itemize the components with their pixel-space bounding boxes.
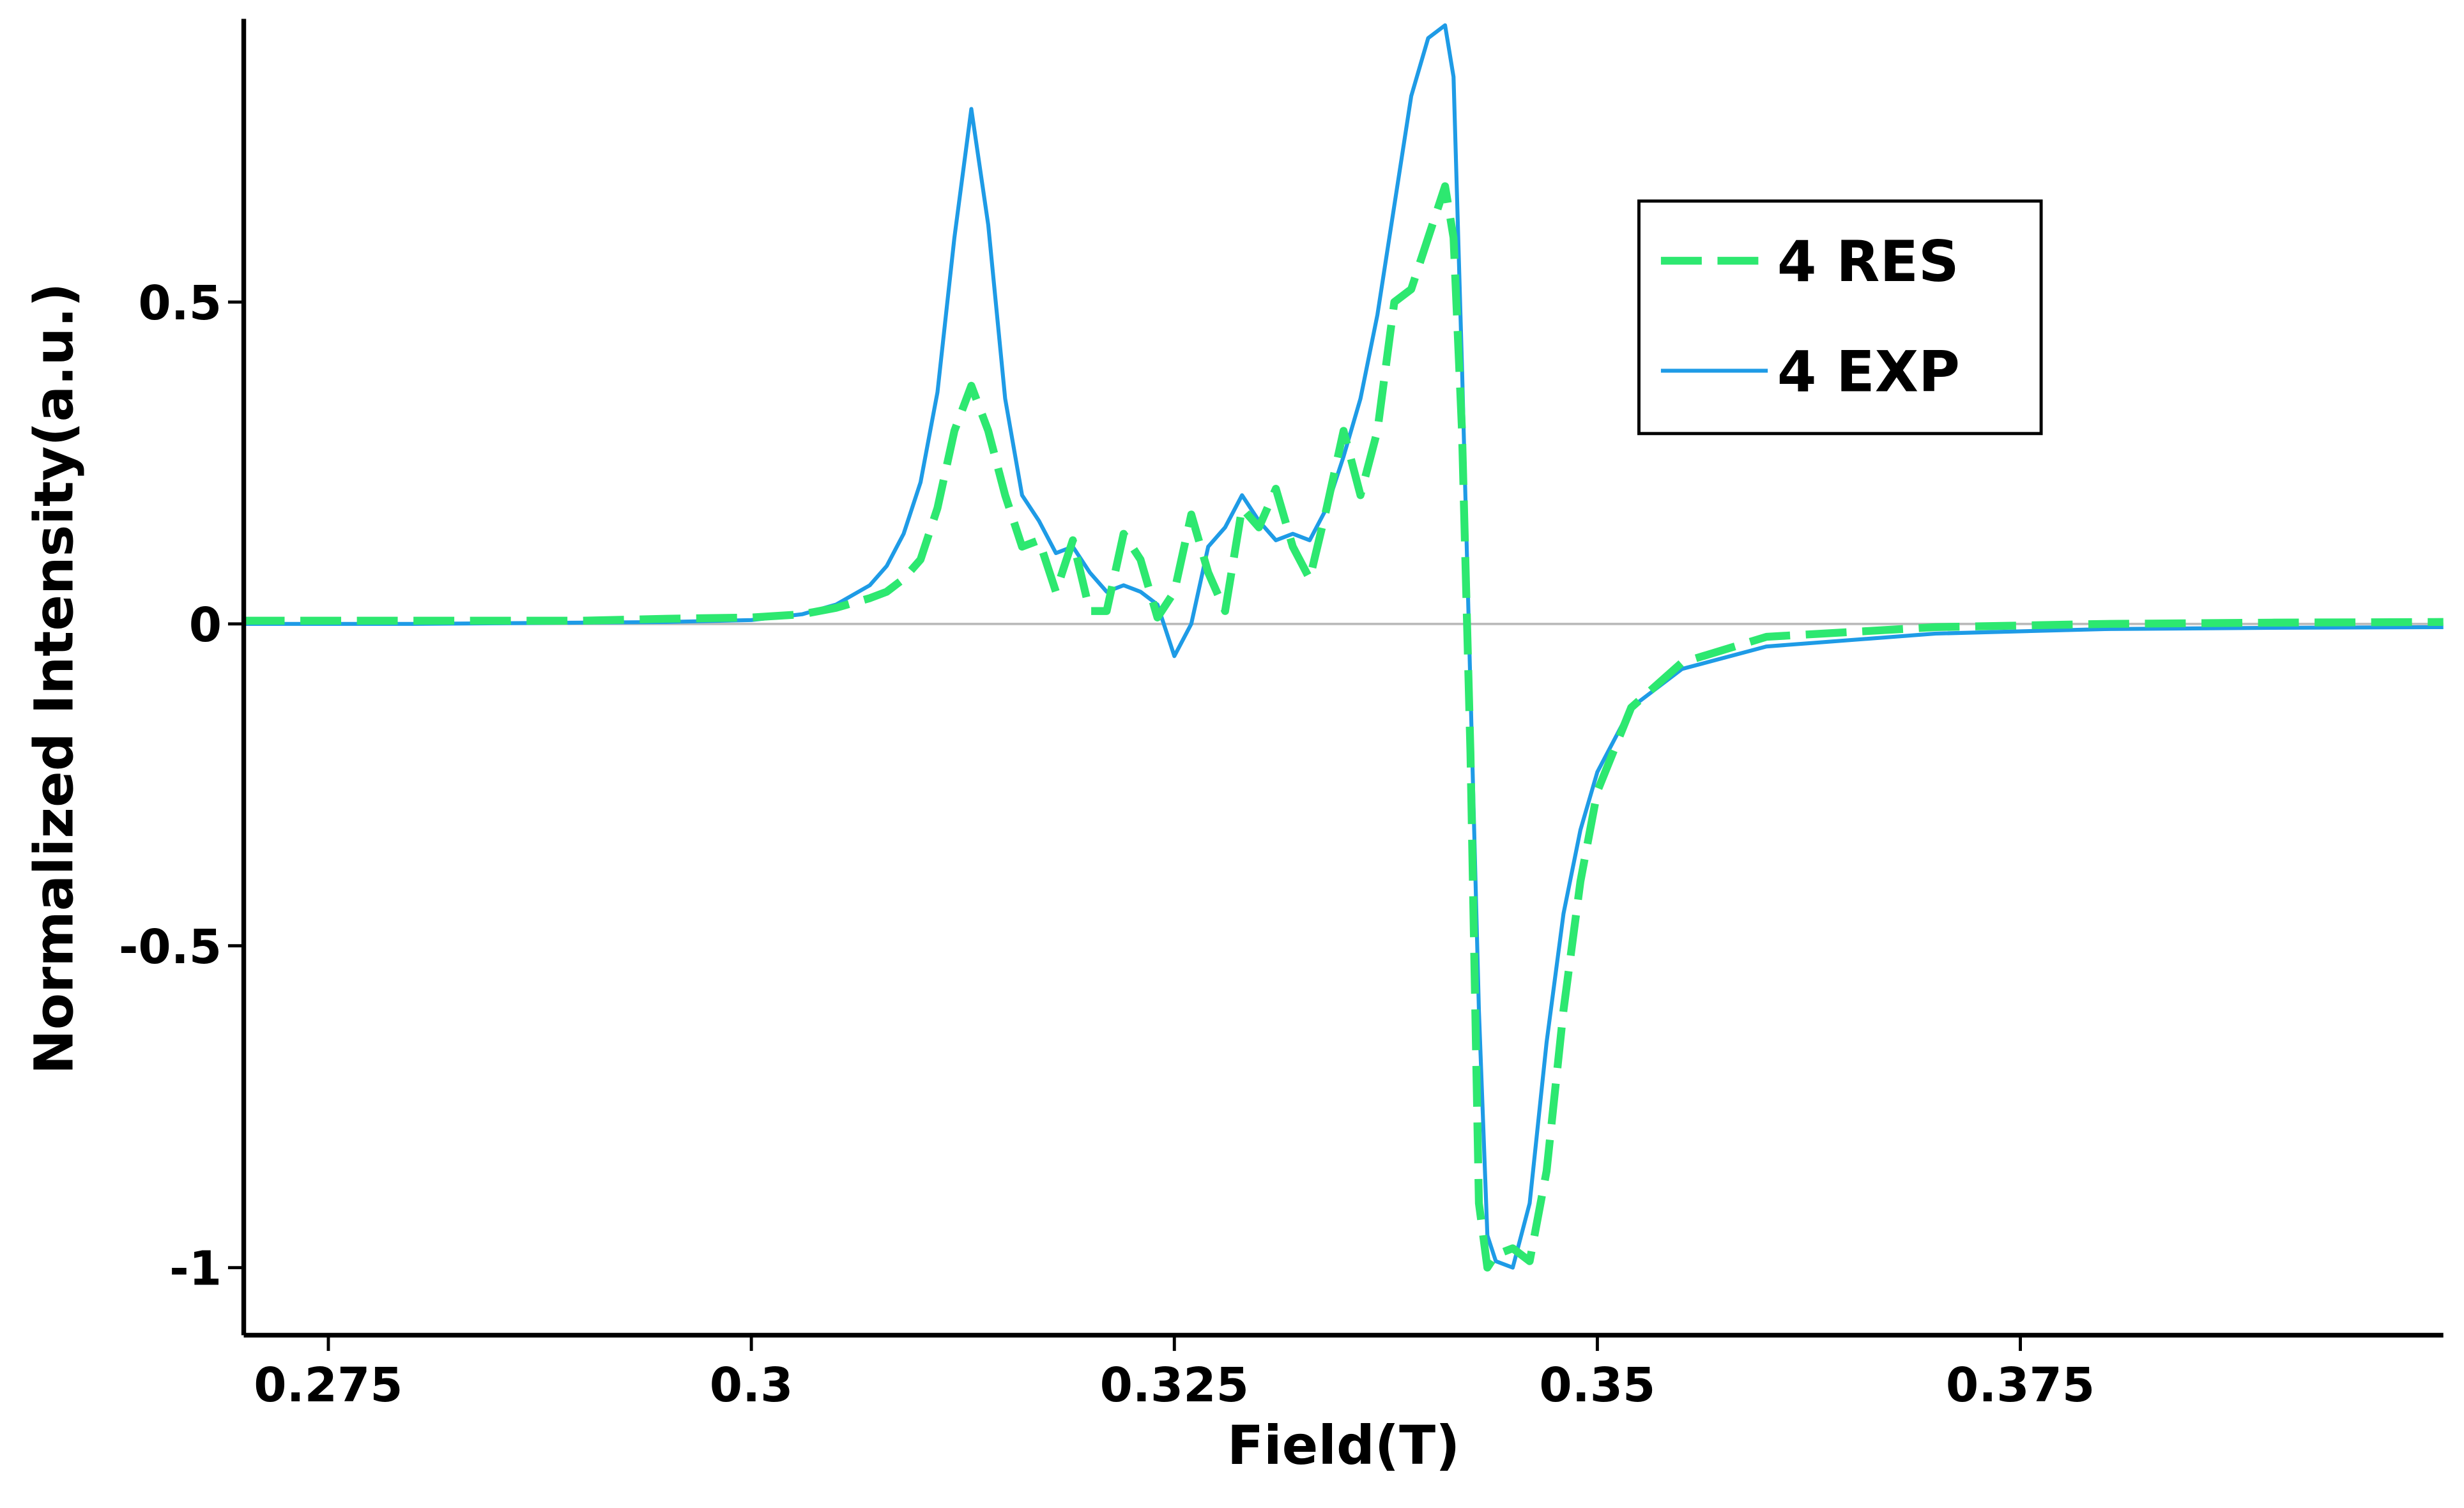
x-tick-label: 0.275	[254, 1359, 402, 1413]
x-tick-label: 0.375	[1946, 1359, 2095, 1413]
legend: 4 RES 4 EXP	[1637, 199, 2043, 436]
y-tick-label: -0.5	[119, 920, 222, 975]
x-tick-label: 0.325	[1100, 1359, 1249, 1413]
legend-label: 4 EXP	[1777, 339, 1960, 404]
y-tick-label: 0	[189, 598, 222, 653]
y-tick-label: -1	[169, 1242, 222, 1297]
legend-label: 4 RES	[1777, 229, 1959, 294]
data-line	[243, 182, 2444, 1272]
x-axis-title: Field(T)	[1227, 1414, 1460, 1477]
y-tick-label: 0.5	[138, 277, 222, 331]
y-axis-title: Normalized Intensity(a.u.)	[22, 283, 85, 1074]
data-line	[243, 23, 2444, 1270]
legend-box	[1637, 199, 2043, 436]
x-tick-label: 0.35	[1539, 1359, 1655, 1413]
x-tick-label: 0.3	[710, 1359, 793, 1413]
